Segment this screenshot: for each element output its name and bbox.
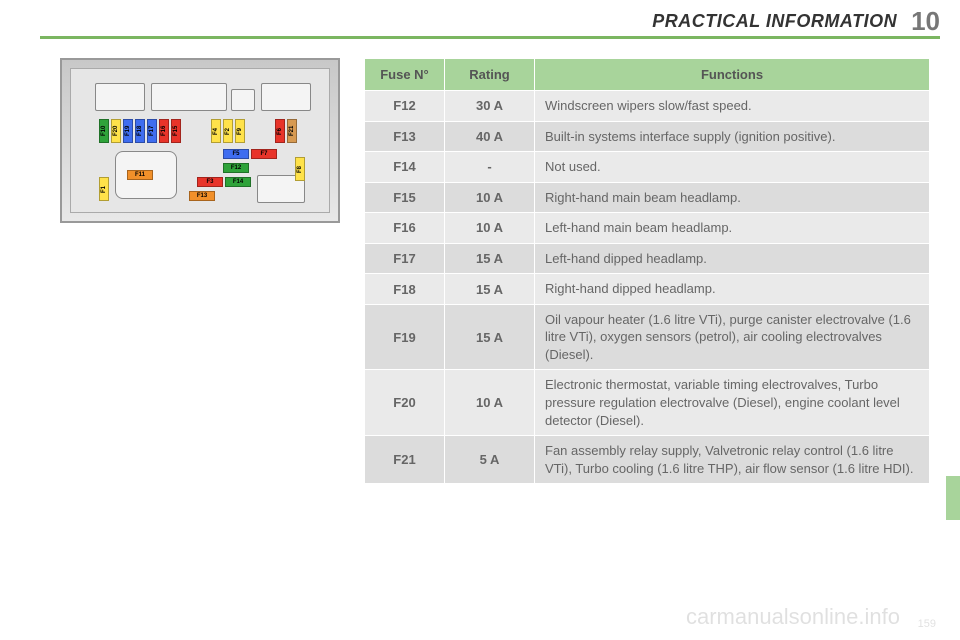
- header-chapter: 10: [911, 6, 940, 37]
- cell-rating: -: [445, 152, 535, 183]
- cell-rating: 5 A: [445, 436, 535, 484]
- cell-rating: 30 A: [445, 91, 535, 122]
- cell-function: Electronic thermostat, variable timing e…: [535, 370, 930, 436]
- table-row: F215 AFan assembly relay supply, Valvetr…: [365, 436, 930, 484]
- diagram-box: [261, 83, 311, 111]
- header-title: PRACTICAL INFORMATION: [652, 11, 897, 32]
- cell-rating: 15 A: [445, 274, 535, 305]
- fuse-f11: F11: [127, 170, 153, 180]
- table-row: F1610 ALeft-hand main beam headlamp.: [365, 213, 930, 244]
- cell-fuse-no: F17: [365, 243, 445, 274]
- cell-fuse-no: F12: [365, 91, 445, 122]
- cell-rating: 10 A: [445, 370, 535, 436]
- fuse-table-wrap: Fuse N° Rating Functions F1230 AWindscre…: [364, 58, 930, 484]
- fuse-f5: F5: [223, 149, 249, 159]
- cell-function: Right-hand main beam headlamp.: [535, 182, 930, 213]
- fuse-f4: F4: [211, 119, 221, 143]
- cell-function: Not used.: [535, 152, 930, 183]
- watermark: carmanualsonline.info: [686, 604, 900, 630]
- fusebox-diagram: F10F20F19F18F17F16F15 F4F2F9 F6F21 F1 F8 F11 F…: [60, 58, 340, 223]
- col-fuse-no: Fuse N°: [365, 59, 445, 91]
- diagram-box: [231, 89, 255, 111]
- cell-function: Windscreen wipers slow/fast speed.: [535, 91, 930, 122]
- fuse-f10: F10: [99, 119, 109, 143]
- diagram-inner: F10F20F19F18F17F16F15 F4F2F9 F6F21 F1 F8 F11 F…: [70, 68, 330, 213]
- fuse-table: Fuse N° Rating Functions F1230 AWindscre…: [364, 58, 930, 484]
- fuse-f21: F21: [287, 119, 297, 143]
- cell-fuse-no: F21: [365, 436, 445, 484]
- table-row: F14-Not used.: [365, 152, 930, 183]
- fuse-f14: F14: [225, 177, 251, 187]
- table-header-row: Fuse N° Rating Functions: [365, 59, 930, 91]
- cell-fuse-no: F20: [365, 370, 445, 436]
- side-tab: [946, 476, 960, 520]
- fuse-f13: F13: [189, 191, 215, 201]
- cell-function: Right-hand dipped headlamp.: [535, 274, 930, 305]
- fuse-f12: F12: [223, 163, 249, 173]
- table-row: F1815 ARight-hand dipped headlamp.: [365, 274, 930, 305]
- cell-rating: 10 A: [445, 213, 535, 244]
- page-number: 159: [918, 618, 936, 630]
- table-row: F1915 AOil vapour heater (1.6 litre VTi)…: [365, 304, 930, 370]
- fuse-f20: F20: [111, 119, 121, 143]
- cell-rating: 15 A: [445, 304, 535, 370]
- cell-fuse-no: F15: [365, 182, 445, 213]
- cell-function: Built-in systems interface supply (ignit…: [535, 121, 930, 152]
- cell-fuse-no: F16: [365, 213, 445, 244]
- cell-rating: 40 A: [445, 121, 535, 152]
- table-row: F1340 ABuilt-in systems interface supply…: [365, 121, 930, 152]
- fuse-f9: F9: [235, 119, 245, 143]
- cell-function: Left-hand dipped headlamp.: [535, 243, 930, 274]
- fuse-f17: F17: [147, 119, 157, 143]
- fuse-f16: F16: [159, 119, 169, 143]
- table-row: F1510 ARight-hand main beam headlamp.: [365, 182, 930, 213]
- diagram-box: [95, 83, 145, 111]
- fuse-f19: F19: [123, 119, 133, 143]
- fuse-f7: F7: [251, 149, 277, 159]
- accent-bar: [40, 36, 940, 39]
- cell-function: Left-hand main beam headlamp.: [535, 213, 930, 244]
- fuse-f3: F3: [197, 177, 223, 187]
- table-row: F1715 ALeft-hand dipped headlamp.: [365, 243, 930, 274]
- cell-function: Fan assembly relay supply, Valvetronic r…: [535, 436, 930, 484]
- table-row: F1230 AWindscreen wipers slow/fast speed…: [365, 91, 930, 122]
- page-header: PRACTICAL INFORMATION 10: [652, 6, 940, 37]
- col-functions: Functions: [535, 59, 930, 91]
- cell-function: Oil vapour heater (1.6 litre VTi), purge…: [535, 304, 930, 370]
- fuse-f6: F6: [275, 119, 285, 143]
- diagram-box: [151, 83, 227, 111]
- content-area: F10F20F19F18F17F16F15F4F2F9F6F21F1F8F11F…: [60, 58, 930, 484]
- fuse-f2: F2: [223, 119, 233, 143]
- cell-fuse-no: F14: [365, 152, 445, 183]
- fuse-f1: F1: [99, 177, 109, 201]
- cell-rating: 10 A: [445, 182, 535, 213]
- cell-fuse-no: F18: [365, 274, 445, 305]
- cell-rating: 15 A: [445, 243, 535, 274]
- fuse-f15: F15: [171, 119, 181, 143]
- cell-fuse-no: F13: [365, 121, 445, 152]
- fuse-f18: F18: [135, 119, 145, 143]
- col-rating: Rating: [445, 59, 535, 91]
- fuse-f8: F8: [295, 157, 305, 181]
- table-row: F2010 AElectronic thermostat, variable t…: [365, 370, 930, 436]
- cell-fuse-no: F19: [365, 304, 445, 370]
